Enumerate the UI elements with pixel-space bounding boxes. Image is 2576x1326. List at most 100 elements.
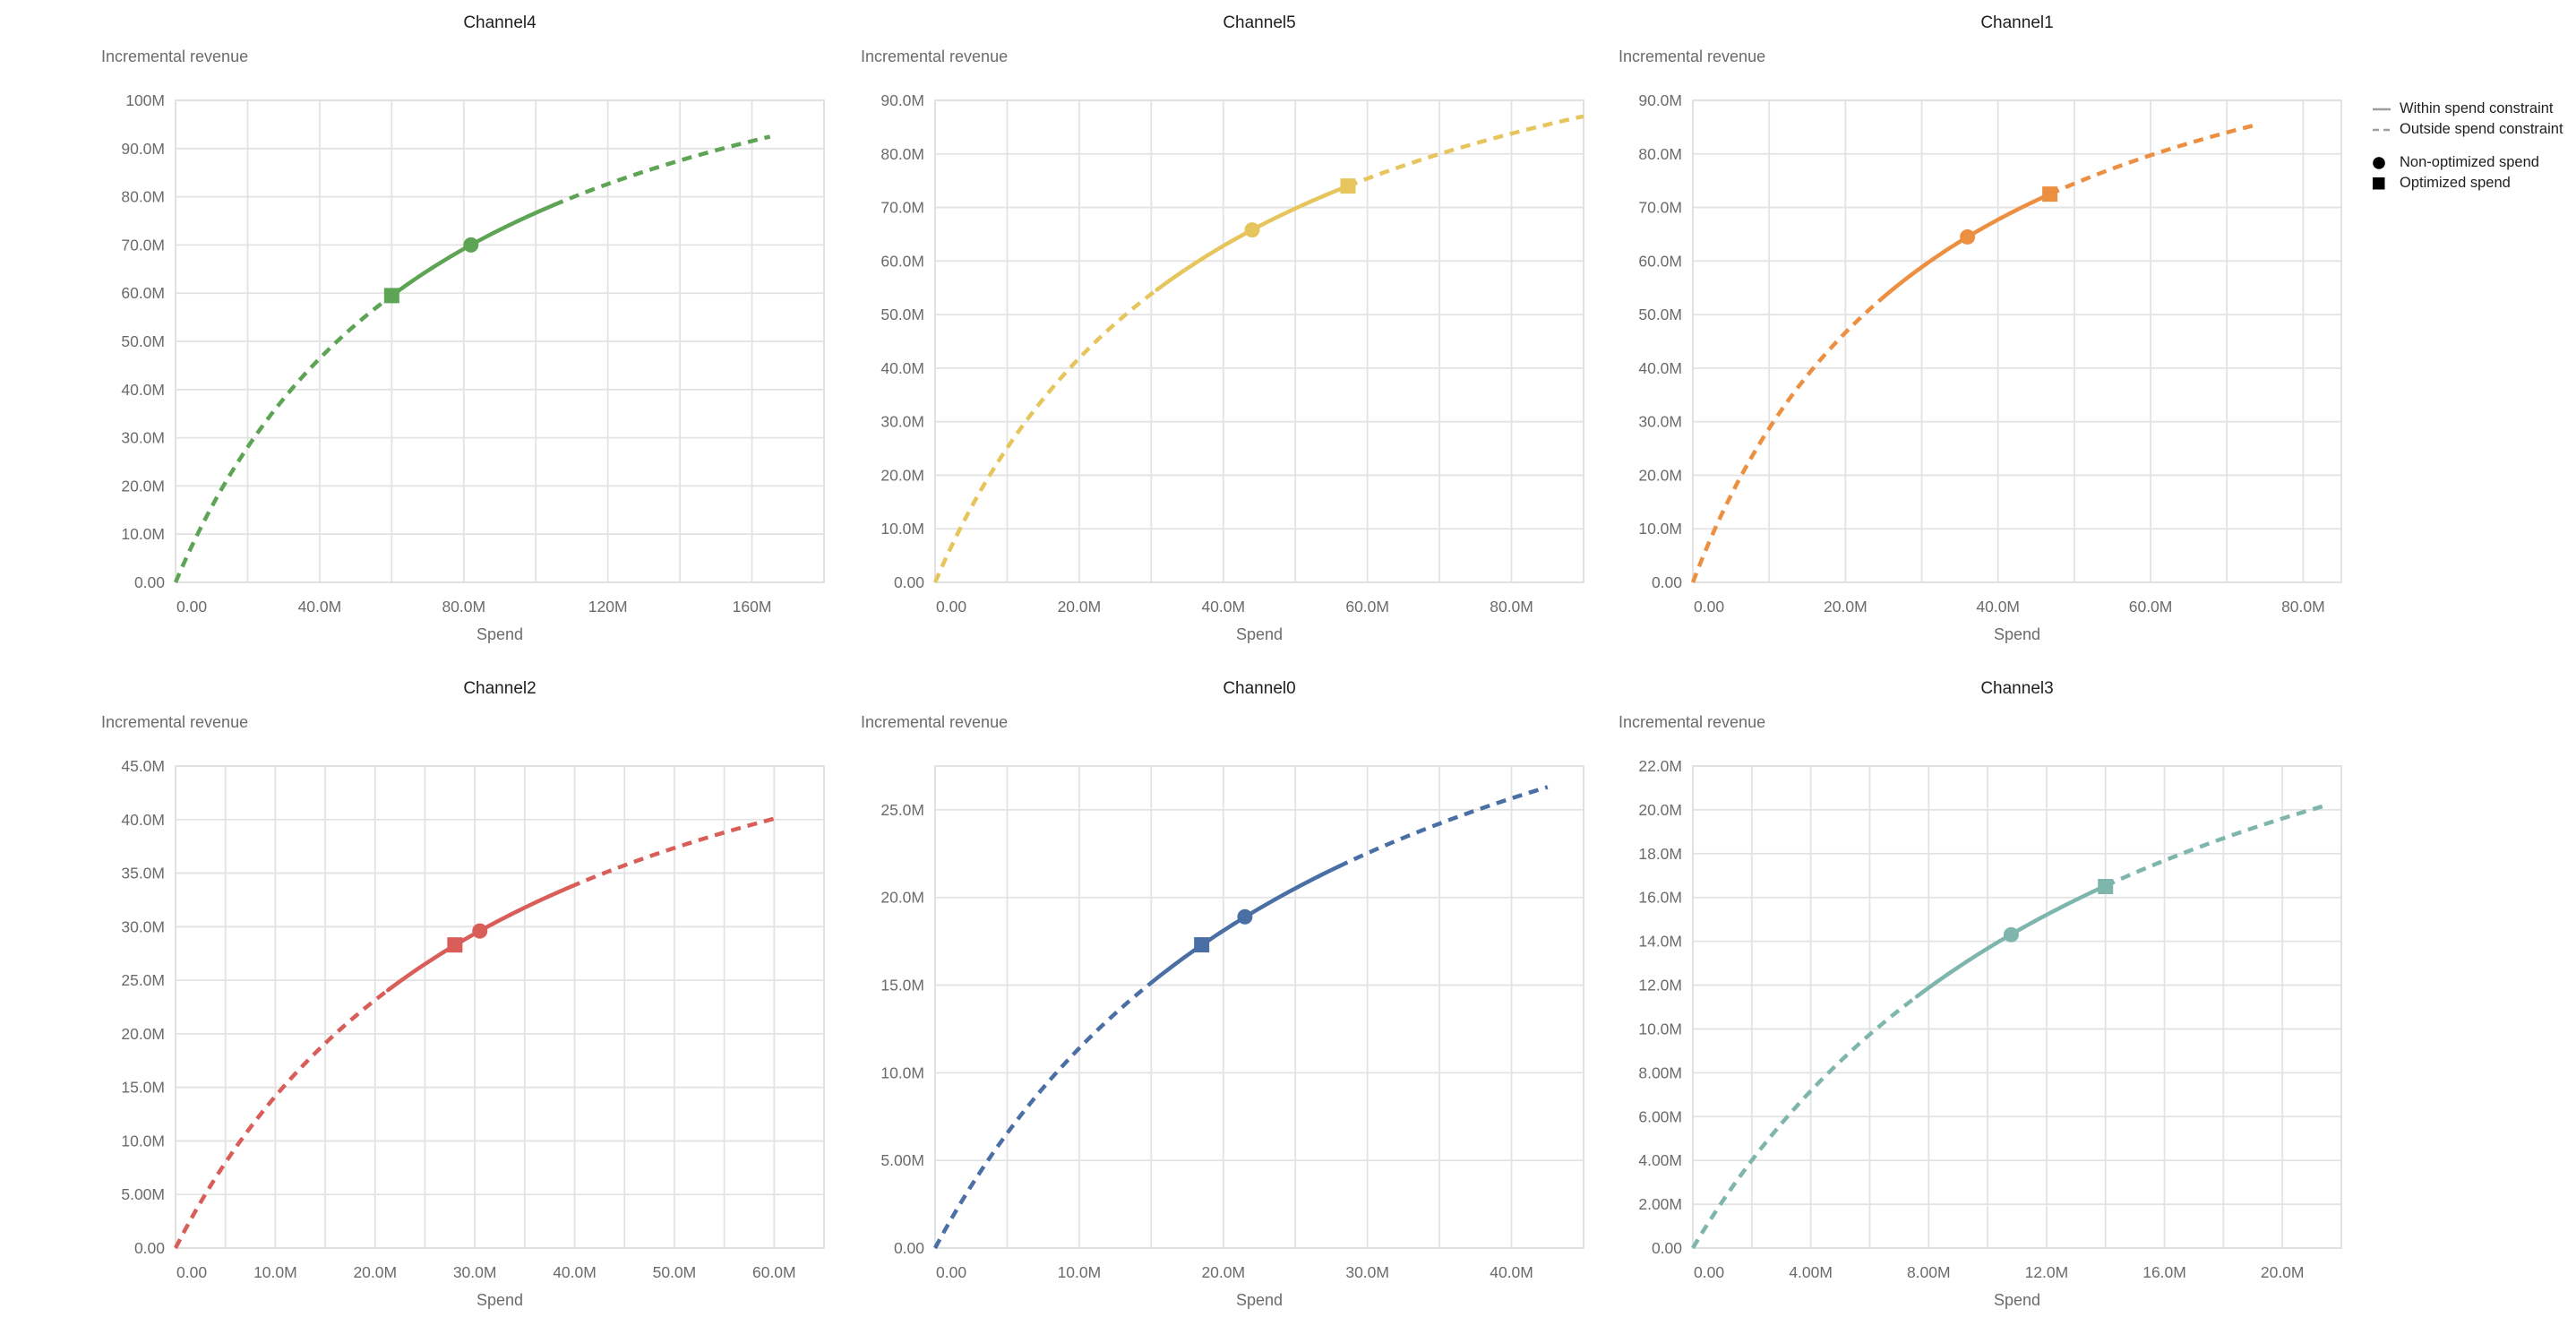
optimized-spend-marker xyxy=(2042,186,2058,202)
curve-dashed-above-constraint xyxy=(1347,114,1584,188)
chart-title: Channel2 xyxy=(463,679,536,698)
y-tick-label: 8.00M xyxy=(1638,1063,1682,1081)
chart-cell-channel4: 0.00 10.0M 20.0M 30.0M 40.0M 50.0M 60.0M 70.0M 8… xyxy=(101,0,863,660)
non-optimized-spend-marker xyxy=(472,923,488,939)
y-tick-label: 20.0M xyxy=(121,477,165,495)
y-tick-label: 40.0M xyxy=(880,359,924,377)
y-tick-label: 30.0M xyxy=(121,429,165,447)
y-tick-label: 20.0M xyxy=(880,466,924,484)
x-tick-label: 30.0M xyxy=(453,1263,497,1281)
y-tick-label: 20.0M xyxy=(880,889,924,907)
y-tick-label: 40.0M xyxy=(121,381,165,399)
curve-dashed-above-constraint xyxy=(2048,122,2258,196)
chart-title: Channel3 xyxy=(1980,679,2053,698)
optimized-spend-marker xyxy=(383,288,399,304)
chart-channel5: 0.00 10.0M 20.0M 30.0M 40.0M 50.0M 60.0M 70.0M 8… xyxy=(861,13,1584,643)
chart-cell-channel3: 0.00 2.00M 4.00M 6.00M 8.00M 10.0M 12.0M 14.0M 1… xyxy=(1619,666,2380,1326)
y-tick-label: 25.0M xyxy=(121,971,165,989)
x-tick-label: 0.00 xyxy=(1694,1263,1724,1281)
y-tick-label: 10.0M xyxy=(1638,520,1682,538)
x-tick-label: 160M xyxy=(733,598,772,616)
x-tick-label: 0.00 xyxy=(936,1263,966,1281)
chart-channel0: 0.00 5.00M 10.0M 15.0M 20.0M 25.0M 0.00 10.0M 20… xyxy=(861,679,1584,1309)
y-tick-label: 18.0M xyxy=(1638,845,1682,863)
y-axis-title: Incremental revenue xyxy=(1619,713,1765,731)
curve-dashed-below-constraint xyxy=(174,988,390,1250)
x-axis-title: Spend xyxy=(1994,625,2040,643)
x-tick-label: 80.0M xyxy=(442,598,485,616)
y-axis-title: Incremental revenue xyxy=(1619,47,1765,65)
y-tick-label: 30.0M xyxy=(121,917,165,935)
x-tick-label: 0.00 xyxy=(1694,598,1724,616)
x-tick-label: 40.0M xyxy=(298,598,342,616)
chart-cell-channel1: 0.00 10.0M 20.0M 30.0M 40.0M 50.0M 60.0M 70.0M 8… xyxy=(1619,0,2380,660)
x-tick-label: 0.00 xyxy=(936,598,966,616)
x-axis-title: Spend xyxy=(477,1291,523,1309)
legend-item-non-optimized-spend: Non-optimized spend xyxy=(2372,152,2576,173)
x-tick-label: 80.0M xyxy=(1490,598,1533,616)
x-tick-label: 20.0M xyxy=(1201,1263,1245,1281)
legend-item-within-spend-constraint: Within spend constraint xyxy=(2372,99,2576,119)
y-tick-label: 0.00 xyxy=(134,573,165,591)
non-optimized-spend-marker xyxy=(1237,908,1253,925)
y-tick-label: 14.0M xyxy=(1638,933,1682,951)
legend-item-optimized-spend: Optimized spend xyxy=(2372,173,2576,194)
y-tick-label: 10.0M xyxy=(121,525,165,543)
curve-dashed-below-constraint xyxy=(1691,994,1919,1250)
x-tick-label: 40.0M xyxy=(1201,598,1245,616)
legend-label: Non-optimized spend xyxy=(2400,154,2539,170)
chart-title: Channel4 xyxy=(463,13,537,32)
chart-cell-channel0: 0.00 5.00M 10.0M 15.0M 20.0M 25.0M 0.00 10.0M 20… xyxy=(861,666,1622,1326)
y-tick-label: 25.0M xyxy=(880,801,924,819)
curve-dashed-above-constraint xyxy=(570,815,780,889)
x-tick-label: 20.0M xyxy=(1824,598,1868,616)
x-tick-label: 60.0M xyxy=(2129,598,2173,616)
plot-border xyxy=(934,99,1584,583)
y-tick-label: 22.0M xyxy=(1638,757,1682,775)
x-tick-label: 30.0M xyxy=(1345,1263,1389,1281)
curve-dashed-below-constraint xyxy=(173,294,393,583)
y-tick-label: 0.00 xyxy=(894,573,924,591)
y-tick-label: 0.00 xyxy=(134,1239,165,1257)
curve-dashed-above-constraint xyxy=(1337,785,1549,869)
y-tick-label: 0.00 xyxy=(894,1239,924,1257)
x-tick-label: 16.0M xyxy=(2142,1263,2186,1281)
x-tick-label: 4.00M xyxy=(1789,1263,1833,1281)
y-tick-label: 6.00M xyxy=(1638,1107,1682,1125)
y-tick-label: 20.0M xyxy=(121,1025,165,1043)
plot-border xyxy=(934,765,1584,1249)
non-optimized-spend-marker xyxy=(463,237,479,253)
y-tick-label: 2.00M xyxy=(1638,1195,1682,1213)
x-tick-label: 40.0M xyxy=(1976,598,2020,616)
legend-item-outside-spend-constraint: Outside spend constraint xyxy=(2372,119,2576,140)
non-optimized-spend-marker xyxy=(2003,926,2019,943)
y-tick-label: 35.0M xyxy=(121,865,165,883)
y-tick-label: 0.00 xyxy=(1652,1239,1682,1257)
y-tick-label: 4.00M xyxy=(1638,1151,1682,1169)
curve-solid-within-constraint xyxy=(1883,192,2052,298)
x-tick-label: 80.0M xyxy=(2281,598,2325,616)
optimized-spend-marker xyxy=(447,937,463,953)
optimized-spend-marker xyxy=(2098,879,2114,894)
plot-border xyxy=(1692,99,2342,583)
y-tick-label: 70.0M xyxy=(1638,199,1682,217)
x-tick-label: 120M xyxy=(588,598,628,616)
y-tick-label: 16.0M xyxy=(1638,889,1682,907)
x-axis-title: Spend xyxy=(1994,1291,2040,1309)
chart-title: Channel1 xyxy=(1980,13,2053,32)
x-axis-title: Spend xyxy=(1236,625,1283,643)
x-tick-label: 60.0M xyxy=(752,1263,796,1281)
curve-dashed-below-constraint xyxy=(932,288,1159,583)
y-tick-label: 10.0M xyxy=(1638,1020,1682,1038)
y-tick-label: 80.0M xyxy=(1638,145,1682,163)
circle-marker-icon xyxy=(2372,156,2391,169)
optimized-spend-marker xyxy=(1340,178,1356,194)
y-tick-label: 50.0M xyxy=(880,306,924,323)
y-tick-label: 90.0M xyxy=(880,91,924,109)
curve-dashed-above-constraint xyxy=(2104,803,2328,888)
chart-channel4: 0.00 10.0M 20.0M 30.0M 40.0M 50.0M 60.0M 70.0M 8… xyxy=(101,13,825,643)
x-axis-title: Spend xyxy=(477,625,523,643)
x-tick-label: 50.0M xyxy=(653,1263,697,1281)
plot-border xyxy=(175,99,825,583)
